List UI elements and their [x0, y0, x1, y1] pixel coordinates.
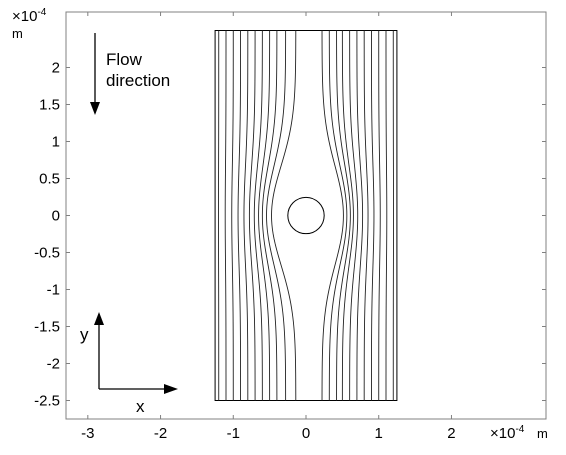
- flow-label-line2: direction: [106, 71, 170, 90]
- triad-x-arrow-head-icon: [164, 384, 178, 394]
- y-tick-label: -2.5: [34, 393, 60, 410]
- streamline: [336, 30, 351, 401]
- x-axis-unit: m: [537, 426, 548, 441]
- streamline: [253, 30, 263, 401]
- x-tick-label: 1: [375, 425, 383, 442]
- streamline: [378, 30, 381, 401]
- domain-boundary: [214, 30, 398, 401]
- streamline: [243, 30, 249, 401]
- streamline: [231, 30, 234, 401]
- streamline: [271, 30, 297, 401]
- flow-label-line1: Flow: [106, 50, 143, 69]
- triad-y-arrow-head-icon: [94, 312, 104, 325]
- y-tick-label: 1: [52, 134, 60, 151]
- y-tick-label: 0.5: [39, 171, 60, 188]
- x-axis-multiplier: ×10-4: [490, 424, 525, 442]
- y-tick-label: 1.5: [39, 97, 60, 114]
- x-tick-label: 2: [447, 425, 455, 442]
- streamline: [363, 30, 369, 401]
- streamline: [385, 30, 388, 401]
- streamline: [261, 30, 278, 401]
- streamline: [237, 30, 241, 401]
- streamline: [321, 30, 344, 401]
- streamline: [328, 30, 348, 401]
- cylinder-obstacle: [287, 196, 325, 235]
- y-tick-label: -2: [47, 356, 60, 373]
- axis-ticks: [66, 12, 546, 419]
- y-axis-unit: m: [12, 26, 23, 41]
- streamline: [349, 30, 359, 401]
- streamlines: [218, 30, 394, 401]
- axis-tick-labels: -3 -2 -1 0 1 2 2 1.5 1 0.5 0 -0.5 -1 -1.5 -2 -2.5: [34, 60, 455, 443]
- streamline: [356, 30, 364, 401]
- triad-x-label: x: [136, 397, 145, 416]
- streamline: [371, 30, 375, 401]
- x-tick-label: -1: [227, 425, 240, 442]
- y-tick-label: -0.5: [34, 245, 60, 262]
- triad-y-label: y: [80, 325, 89, 344]
- streamline: [224, 30, 227, 401]
- y-tick-label: 2: [52, 60, 60, 77]
- streamline: [266, 30, 287, 401]
- x-tick-label: 0: [302, 425, 310, 442]
- coordinate-triad: y x: [80, 312, 178, 416]
- y-tick-label: 0: [52, 208, 60, 225]
- x-tick-label: -3: [81, 425, 94, 442]
- x-tick-label: -2: [154, 425, 167, 442]
- y-axis-multiplier: ×10-4: [12, 7, 47, 25]
- y-tick-label: -1: [47, 282, 60, 299]
- streamline: [258, 30, 271, 401]
- streamline: [341, 30, 354, 401]
- streamline: [248, 30, 256, 401]
- y-tick-label: -1.5: [34, 319, 60, 336]
- flow-direction-annotation: Flow direction: [90, 33, 170, 115]
- flow-arrow-head-icon: [90, 102, 100, 115]
